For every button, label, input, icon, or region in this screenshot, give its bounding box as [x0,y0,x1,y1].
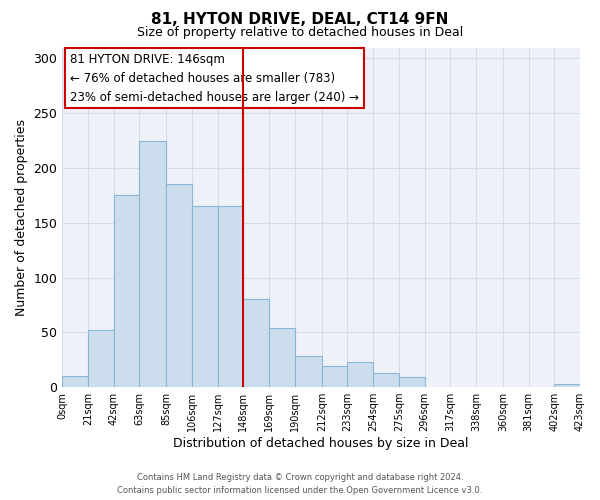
Bar [192,206,218,387]
Bar [88,330,113,387]
Bar [166,184,192,387]
Text: 81 HYTON DRIVE: 146sqm
← 76% of detached houses are smaller (783)
23% of semi-de: 81 HYTON DRIVE: 146sqm ← 76% of detached… [70,52,359,104]
Bar [347,362,373,387]
Bar [373,373,399,387]
Bar [139,140,166,387]
Bar [62,376,88,387]
Text: Size of property relative to detached houses in Deal: Size of property relative to detached ho… [137,26,463,39]
Bar [218,206,244,387]
Bar [295,356,322,387]
Bar [244,300,269,387]
Bar [554,384,580,387]
Text: Contains HM Land Registry data © Crown copyright and database right 2024.
Contai: Contains HM Land Registry data © Crown c… [118,474,482,495]
Bar [399,377,425,387]
X-axis label: Distribution of detached houses by size in Deal: Distribution of detached houses by size … [173,437,469,450]
Bar [269,328,295,387]
Bar [322,366,347,387]
Y-axis label: Number of detached properties: Number of detached properties [15,119,28,316]
Text: 81, HYTON DRIVE, DEAL, CT14 9FN: 81, HYTON DRIVE, DEAL, CT14 9FN [151,12,449,28]
Bar [113,196,139,387]
